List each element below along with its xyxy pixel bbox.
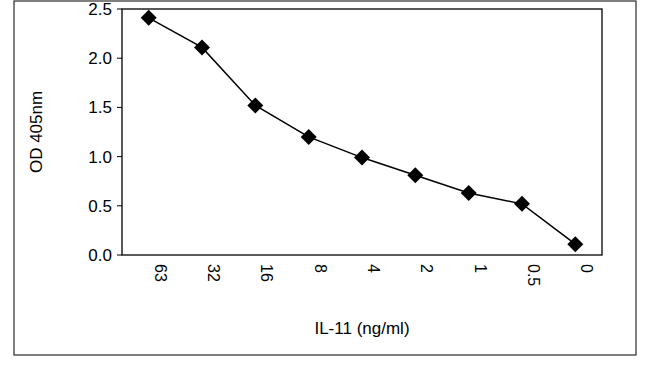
x-tick-label: 1 xyxy=(472,264,489,273)
marker xyxy=(194,39,210,55)
y-tick-label: 1.5 xyxy=(88,98,112,117)
marker xyxy=(141,10,157,26)
marker xyxy=(514,196,530,212)
y-tick-label: 0.0 xyxy=(88,246,112,265)
x-tick-label: 0 xyxy=(578,264,595,273)
x-tick-label: 0.5 xyxy=(525,264,542,286)
x-tick-label: 32 xyxy=(205,264,222,282)
y-tick-label: 2.5 xyxy=(88,0,112,19)
y-tick xyxy=(117,255,122,256)
y-tick-label: 1.0 xyxy=(88,148,112,167)
x-tick-label: 2 xyxy=(418,264,435,273)
y-tick xyxy=(117,9,122,10)
y-tick xyxy=(117,58,122,59)
plot-frame xyxy=(122,9,602,255)
marker xyxy=(567,236,583,252)
marker xyxy=(461,185,477,201)
x-axis-title: IL-11 (ng/ml) xyxy=(314,319,409,338)
y-axis-title: OD 405nm xyxy=(27,91,46,173)
series-group xyxy=(141,10,584,252)
y-tick xyxy=(117,205,122,206)
y-tick-label: 2.0 xyxy=(88,49,112,68)
marker xyxy=(247,97,263,113)
line xyxy=(149,18,576,244)
marker xyxy=(301,129,317,145)
outer-border xyxy=(14,1,636,355)
marker xyxy=(354,150,370,166)
y-tick xyxy=(117,107,122,108)
x-tick-label: 16 xyxy=(258,264,275,282)
chart: 0.0 0.5 1.0 1.5 2.0 2.5 63 32 16 8 4 2 1 0.5 0 IL-11 (n… xyxy=(0,0,650,368)
x-tick-label: 4 xyxy=(365,264,382,273)
x-tick-label: 8 xyxy=(312,264,329,273)
y-tick-label: 0.5 xyxy=(88,197,112,216)
marker xyxy=(407,167,423,183)
y-tick xyxy=(117,156,122,157)
x-tick-label: 63 xyxy=(152,264,169,282)
